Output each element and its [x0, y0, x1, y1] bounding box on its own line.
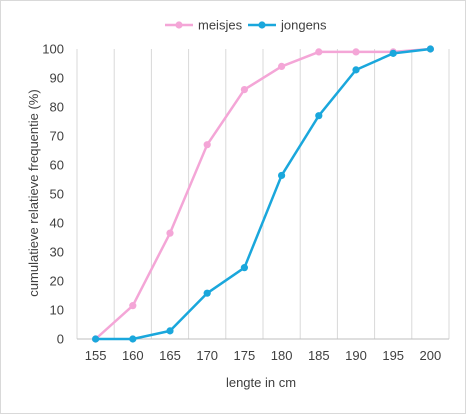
data-point-jongens — [129, 335, 137, 343]
data-point-meisjes — [352, 48, 360, 56]
x-tick-label: 155 — [85, 348, 107, 363]
y-tick-label: 80 — [50, 100, 64, 115]
data-point-jongens — [203, 289, 211, 297]
series-line-meisjes — [94, 47, 431, 340]
x-tick-label: 175 — [234, 348, 256, 363]
data-point-meisjes — [166, 229, 174, 237]
legend-item-meisjes: meisjes — [165, 18, 243, 33]
vertical-gridlines — [76, 49, 450, 339]
y-tick-label: 0 — [57, 332, 64, 347]
x-tick-label: 190 — [345, 348, 367, 363]
data-point-jongens — [352, 66, 360, 74]
series-line-jongens — [95, 47, 431, 341]
y-tick-labels: 0 10 20 30 40 50 60 70 80 90 100 — [42, 42, 64, 347]
y-tick-label: 90 — [50, 71, 64, 86]
series-jongens — [92, 45, 434, 343]
data-point-jongens — [240, 264, 248, 272]
data-point-meisjes — [278, 62, 286, 70]
y-axis-title: cumulatieve relatieve frequentie (%) — [26, 89, 41, 296]
data-point-meisjes — [129, 302, 137, 310]
legend-label: meisjes — [198, 18, 243, 33]
x-axis-title: lengte in cm — [226, 375, 296, 390]
y-tick-label: 10 — [50, 303, 64, 318]
series-lines — [92, 45, 434, 343]
data-point-meisjes — [240, 86, 248, 94]
legend-swatch-marker — [175, 21, 183, 29]
data-point-jongens — [278, 171, 286, 180]
data-point-meisjes — [315, 48, 323, 56]
y-tick-label: 40 — [50, 216, 64, 231]
legend-swatch-marker — [258, 21, 266, 29]
data-point-jongens — [92, 335, 100, 343]
x-tick-label: 180 — [271, 348, 293, 363]
x-tick-label: 160 — [122, 348, 144, 363]
x-tick-label: 185 — [308, 348, 330, 363]
y-tick-label: 20 — [50, 274, 64, 289]
data-point-jongens — [166, 327, 174, 335]
y-tick-label: 70 — [50, 129, 64, 144]
x-tick-label: 200 — [420, 348, 442, 363]
data-point-meisjes — [203, 141, 211, 149]
x-tick-labels: 155 160 165 170 175 180 185 190 195 200 — [85, 348, 442, 363]
legend-label: jongens — [280, 18, 327, 33]
y-tick-label: 60 — [50, 158, 64, 173]
y-tick-label: 50 — [50, 187, 64, 202]
x-tick-label: 165 — [159, 348, 181, 363]
x-tick-label: 195 — [382, 348, 404, 363]
x-tick-label: 170 — [196, 348, 218, 363]
y-tick-label: 100 — [42, 42, 64, 57]
y-tick-label: 30 — [50, 245, 64, 260]
data-point-jongens — [389, 49, 397, 57]
data-point-jongens — [315, 112, 323, 120]
data-point-jongens — [426, 45, 434, 53]
legend-item-jongens: jongens — [248, 18, 327, 33]
legend: meisjes jongens — [165, 18, 327, 33]
